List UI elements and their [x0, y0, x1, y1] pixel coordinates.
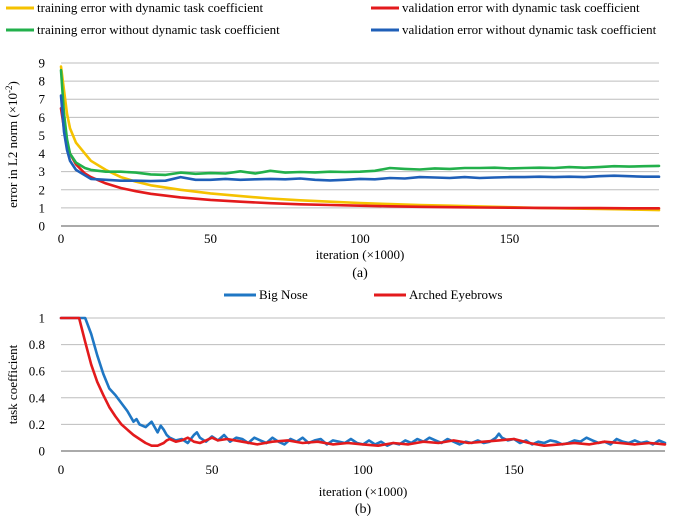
- series-line-1: [59, 316, 667, 448]
- y-tick-label: 4: [39, 146, 46, 161]
- y-axis-title: task coefficient: [5, 344, 20, 424]
- chart-caption: (b): [355, 502, 372, 517]
- y-tick-label: 0.2: [29, 417, 45, 432]
- x-tick-label: 0: [58, 231, 65, 246]
- x-tick-label: 0: [58, 462, 65, 477]
- y-tick-label: 0: [39, 219, 46, 234]
- legend-label: training error without dynamic task coef…: [37, 22, 280, 37]
- x-tick-label: 100: [350, 231, 370, 246]
- x-tick-label: 50: [206, 462, 219, 477]
- series-line-3: [59, 68, 661, 177]
- legend-label: Arched Eyebrows: [409, 287, 503, 302]
- y-axis-title: error in L2 norm (×10-2): [4, 81, 20, 208]
- legend-label: validation error without dynamic task co…: [402, 22, 657, 37]
- legend-label: training error with dynamic task coeffic…: [37, 0, 263, 15]
- y-tick-label: 0.8: [29, 337, 45, 352]
- y-tick-label: 0: [39, 444, 46, 459]
- series-line-2: [59, 316, 667, 448]
- x-axis-title: iteration (×1000): [319, 484, 408, 499]
- y-axis-title-text: error in L2 norm (×10: [5, 93, 20, 208]
- series-line-4: [59, 94, 661, 183]
- series-line-1: [59, 65, 661, 212]
- x-tick-label: 150: [504, 462, 524, 477]
- y-axis-title-close: ): [5, 81, 20, 85]
- y-axis-title-text: task coefficient: [5, 344, 20, 424]
- y-axis-title-superscript: -2: [4, 85, 14, 93]
- y-tick-label: 7: [39, 92, 46, 107]
- y-tick-label: 3: [39, 164, 46, 179]
- chart-caption: (a): [352, 266, 368, 281]
- y-tick-label: 8: [39, 74, 46, 89]
- series-line-2: [59, 107, 661, 210]
- y-tick-label: 1: [39, 200, 46, 215]
- y-tick-label: 6: [39, 110, 46, 125]
- y-tick-label: 1: [39, 311, 46, 326]
- y-tick-label: 5: [39, 128, 46, 143]
- x-tick-label: 100: [353, 462, 373, 477]
- x-axis-title: iteration (×1000): [316, 247, 405, 262]
- legend-label: validation error with dynamic task coeff…: [402, 0, 640, 15]
- y-tick-label: 9: [39, 56, 46, 71]
- chart-b: 0 0.2 0.4 0.6 0.8 1 0 50 100 150 Big Nose Arched Ey…: [5, 287, 667, 517]
- chart-a: 0 1 2 3 4 5 6 7 8 9 0 50 100 150 training error with d…: [4, 0, 661, 281]
- y-tick-label: 0.4: [29, 390, 46, 405]
- x-tick-label: 50: [204, 231, 217, 246]
- y-tick-label: 2: [39, 182, 46, 197]
- y-tick-label: 0.6: [29, 364, 46, 379]
- x-tick-label: 150: [500, 231, 520, 246]
- legend-label: Big Nose: [259, 287, 308, 302]
